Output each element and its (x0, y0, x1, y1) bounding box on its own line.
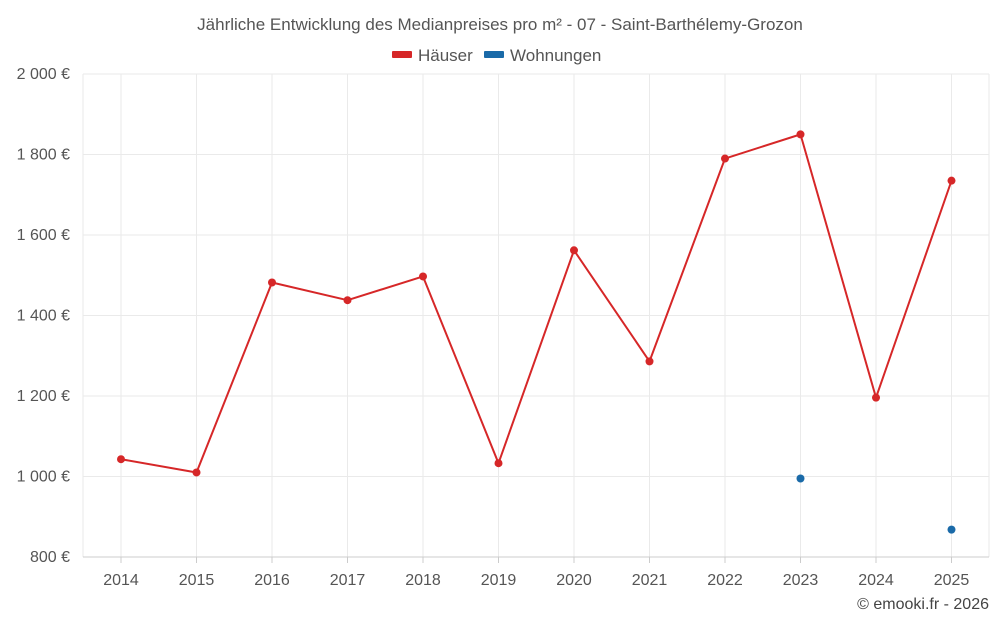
data-point[interactable] (872, 393, 880, 402)
y-tick-label: 1 200 € (17, 388, 70, 405)
series-0 (117, 130, 956, 477)
y-tick-label: 1 800 € (17, 147, 70, 164)
y-axis: 800 € 1 000 € 1 200 € 1 400 € 1 600 € 1 800 €… (17, 66, 70, 566)
data-point[interactable] (192, 468, 201, 477)
y-tick-label: 1 000 € (17, 469, 70, 486)
chart-title: Jährliche Entwicklung des Medianpreises … (197, 15, 803, 34)
x-tick-label: 2019 (481, 572, 517, 589)
x-tick-label: 2016 (254, 572, 290, 589)
x-tick-label: 2020 (556, 572, 592, 589)
legend-label: Häuser (418, 46, 473, 65)
x-tick-label: 2023 (783, 572, 819, 589)
legend: Häuser Wohnungen (392, 46, 601, 65)
series-layer (117, 130, 956, 534)
data-point[interactable] (947, 176, 956, 185)
data-point[interactable] (117, 455, 125, 464)
series-1 (796, 474, 956, 534)
x-tick-label: 2017 (330, 572, 366, 589)
y-tick-label: 800 € (30, 549, 70, 566)
x-tick-label: 2022 (707, 572, 743, 589)
legend-item[interactable]: Häuser (392, 46, 473, 65)
y-tick-label: 2 000 € (17, 66, 70, 83)
data-point[interactable] (343, 296, 352, 305)
series-line (120, 133, 953, 474)
legend-swatch (484, 51, 504, 58)
y-tick-label: 1 600 € (17, 227, 70, 244)
data-point[interactable] (570, 246, 578, 255)
legend-item[interactable]: Wohnungen (484, 46, 601, 65)
x-axis: 2014 2015 2016 2017 2018 2019 2020 2021 2022 2023… (83, 556, 989, 589)
legend-swatch (392, 51, 412, 58)
x-tick-label: 2021 (632, 572, 668, 589)
data-point[interactable] (796, 474, 805, 483)
data-point[interactable] (645, 357, 654, 366)
data-point[interactable] (268, 278, 276, 287)
x-tick-label: 2014 (103, 572, 139, 589)
data-point[interactable] (721, 154, 729, 163)
y-tick-label: 1 400 € (17, 308, 70, 325)
data-point[interactable] (419, 272, 427, 281)
data-point[interactable] (494, 459, 503, 468)
x-tick-label: 2024 (858, 572, 894, 589)
credit-text: © emooki.fr - 2026 (857, 596, 989, 613)
grid (82, 73, 990, 557)
data-point[interactable] (796, 130, 805, 139)
x-tick-label: 2015 (179, 572, 215, 589)
legend-label: Wohnungen (510, 46, 601, 65)
data-point[interactable] (947, 525, 956, 534)
x-tick-label: 2025 (934, 572, 970, 589)
x-tick-label: 2018 (405, 572, 441, 589)
